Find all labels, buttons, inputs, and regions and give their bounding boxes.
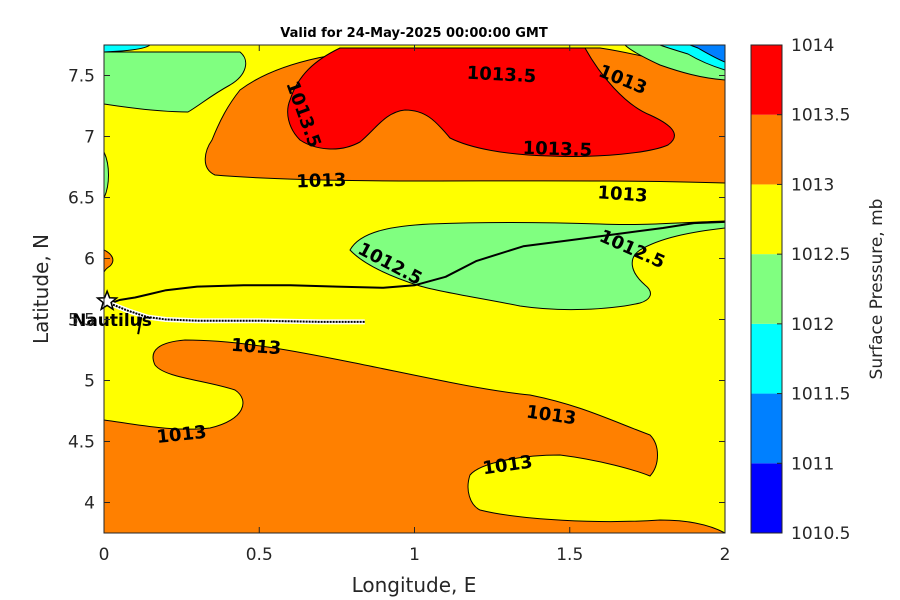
y-tick-label: 7 — [84, 128, 95, 148]
y-tick-label: 6.5 — [68, 189, 95, 209]
colorbar-tick-label: 1010.5 — [791, 524, 850, 544]
colorbar-title: Surface Pressure, mb — [867, 199, 887, 380]
station-star-icon — [95, 289, 119, 312]
track-south — [109, 302, 365, 323]
contour-label: 1013 — [156, 422, 208, 448]
x-tick-label: 0.5 — [246, 545, 273, 565]
colorbar-band — [751, 45, 782, 115]
contour-label: 1013 — [597, 182, 648, 206]
region-1013-5 — [287, 47, 675, 157]
region-1013-west-blob — [104, 249, 114, 273]
colorbar-tick-label: 1011.5 — [791, 385, 850, 405]
colorbar: 1010.5 1011 1011.5 1012 1012.5 1013 1013.5 1014 — [750, 36, 850, 544]
colorbar-frame — [750, 44, 783, 534]
colorbar-band — [751, 114, 782, 185]
colorbar-tick-label: 1011 — [791, 454, 834, 474]
x-tick-label: 1 — [409, 545, 420, 565]
x-tick-label: 1.5 — [556, 545, 583, 565]
contour-label: 1013 — [230, 335, 281, 359]
colorbar-band — [751, 184, 782, 255]
colorbar-band — [751, 463, 782, 533]
y-tick-label: 6 — [84, 250, 95, 270]
y-axis-ticks: 4 4.5 5 5.5 6 6.5 7 7.5 — [68, 67, 725, 514]
y-tick-label: 5.5 — [68, 311, 95, 331]
colorbar-tick-label: 1013.5 — [791, 106, 850, 126]
x-tick-label: 0 — [99, 545, 110, 565]
y-axis-title: Latitude, N — [29, 234, 53, 344]
y-tick-label: 4 — [84, 494, 95, 514]
colorbar-tick-label: 1012.5 — [791, 245, 850, 265]
region-1012-northwest — [104, 51, 247, 113]
colorbar-band — [751, 254, 782, 324]
colorbar-band — [751, 323, 782, 394]
contour-label: 1013.5 — [522, 138, 592, 161]
region-1012-center — [349, 220, 725, 311]
x-axis-title: Longitude, E — [352, 573, 477, 597]
contour-field — [104, 45, 725, 533]
colorbar-tick-label: 1014 — [791, 36, 834, 56]
region-1013-southeast — [104, 339, 725, 533]
station-label: Nautilus — [72, 311, 152, 331]
colorbar-band — [751, 393, 782, 464]
x-axis-ticks: 0 0.5 1 1.5 2 — [99, 45, 731, 565]
y-tick-label: 7.5 — [68, 67, 95, 87]
track-tail — [137, 316, 143, 335]
colorbar-tick-label: 1012 — [791, 315, 834, 335]
contour-label: 1013 — [296, 170, 347, 193]
colorbar-tick-label: 1013 — [791, 175, 834, 195]
ship-tracks — [109, 220, 725, 335]
y-tick-label: 4.5 — [68, 433, 95, 453]
y-tick-label: 5 — [84, 372, 95, 392]
x-tick-label: 2 — [720, 545, 731, 565]
contour-label: 1013.5 — [466, 63, 536, 88]
station-marker: Nautilus — [72, 289, 152, 331]
track-east — [109, 220, 725, 305]
plot-title: Valid for 24-May-2025 00:00:00 GMT — [280, 26, 548, 41]
